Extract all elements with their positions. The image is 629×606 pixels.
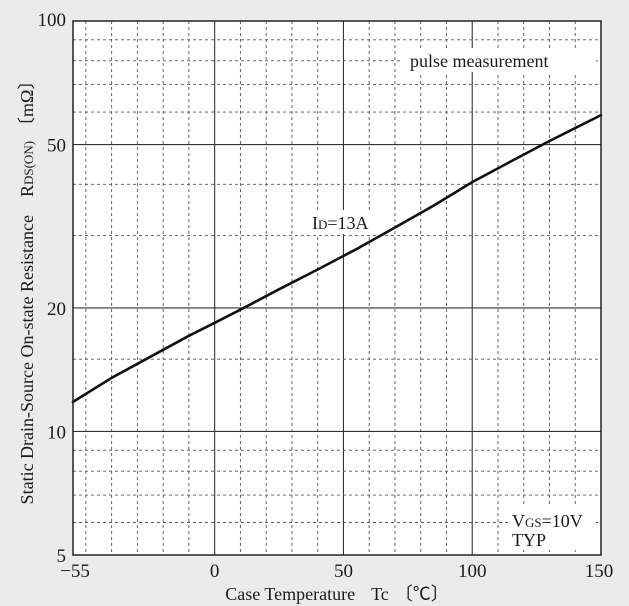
y-tick-label: 10 (47, 422, 66, 443)
y-tick-label: 100 (38, 10, 67, 31)
typ-annotation: TYP (512, 530, 546, 550)
x-tick-label: 0 (210, 561, 220, 582)
series-label-bg (309, 210, 379, 234)
line-layer (71, 113, 603, 404)
series-label: ID=13A (312, 213, 369, 233)
x-tick-label: −55 (60, 561, 90, 582)
x-tick-label: 150 (585, 561, 614, 582)
y-tick-label: 5 (57, 546, 67, 567)
plot-area (73, 21, 601, 555)
pulse-measurement-annotation: pulse measurement (410, 51, 548, 71)
series-line-0 (71, 113, 603, 404)
x-tick-label: 50 (334, 561, 353, 582)
x-tick-label: 100 (458, 561, 487, 582)
x-axis-label: Case Temperature Tc 〔℃〕 (225, 584, 449, 604)
grid (73, 21, 601, 555)
x-tick-labels: −55 0 50 100 150 (60, 561, 613, 582)
y-tick-labels: 5 10 20 50 100 (38, 10, 67, 567)
y-tick-label: 50 (47, 136, 66, 157)
conditions-box (508, 507, 596, 550)
y-tick-label: 20 (47, 299, 66, 320)
y-axis-label: Static Drain-Source On-state ResistanceR… (17, 72, 37, 505)
plot-frame (72, 20, 602, 556)
vgs-annotation: VGS=10V (512, 511, 583, 531)
annotation-box (402, 48, 596, 72)
